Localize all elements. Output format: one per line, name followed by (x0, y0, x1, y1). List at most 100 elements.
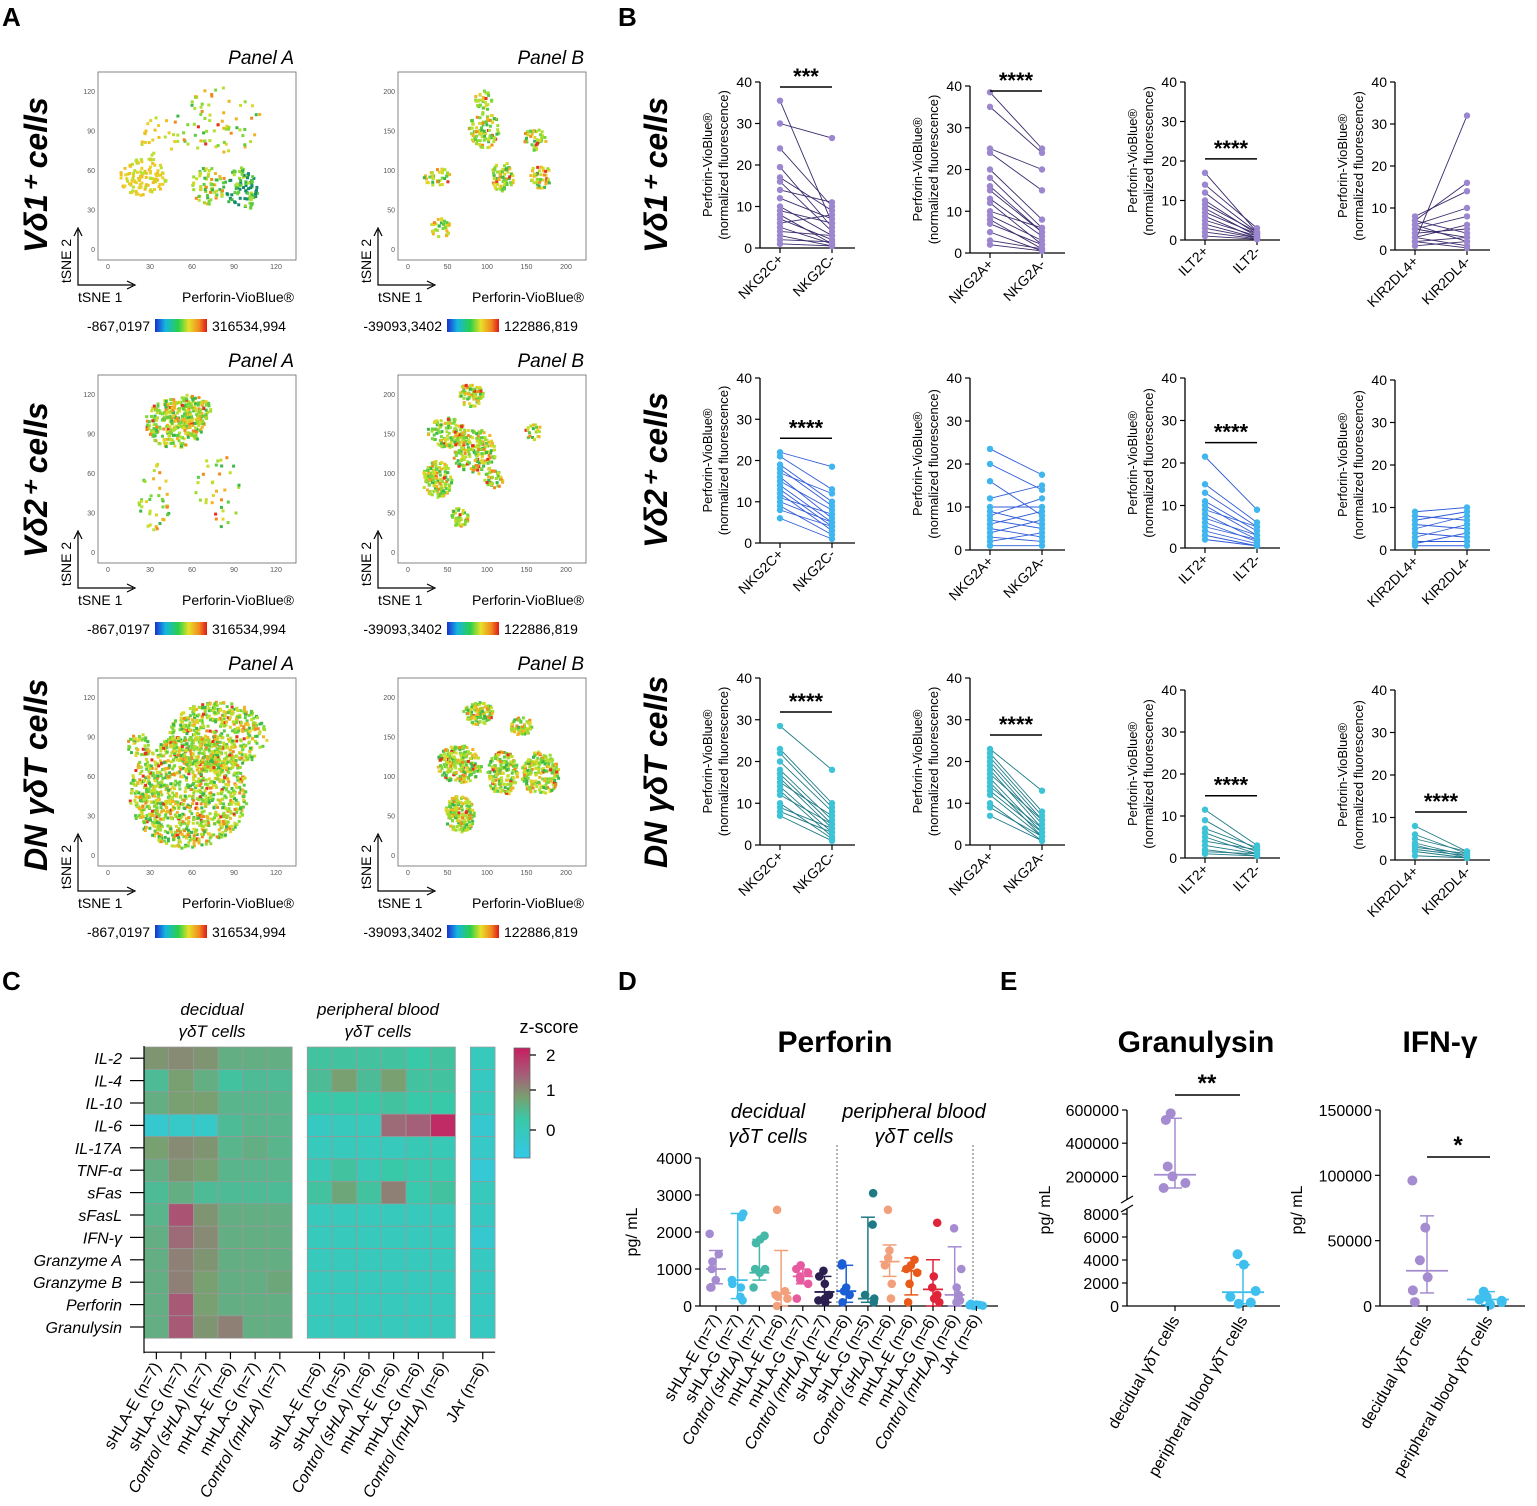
tsne-cell-dot (153, 427, 156, 430)
tsne-cell-dot (159, 188, 162, 191)
tsne-cell-dot (547, 781, 550, 784)
tsne-cell-dot (507, 753, 510, 756)
tsne-cell-dot (466, 712, 469, 715)
tsne-cell-dot (216, 751, 219, 754)
tsne-color-scale (447, 622, 499, 635)
tsne-cell-dot (450, 752, 453, 755)
tsne-cell-dot (486, 439, 489, 442)
tsne-cell-dot (232, 750, 235, 753)
tsne-cell-dot (461, 813, 464, 816)
tsne-cell-dot (235, 126, 238, 129)
tsne-cell-dot (224, 714, 227, 717)
tsne-cell-dot (458, 463, 461, 466)
tsne-cell-dot (154, 764, 157, 767)
tsne-cell-dot (171, 737, 174, 740)
y-tick-label: 20 (736, 157, 752, 173)
tsne-cell-dot (449, 765, 452, 768)
tsne-cell-dot (447, 813, 450, 816)
tsne-cell-dot (172, 723, 175, 726)
x-category-label: ILT2+ (1175, 551, 1211, 587)
tsne-y-tick: 150 (383, 432, 395, 439)
data-point (829, 490, 835, 496)
tsne-cell-dot (480, 126, 483, 129)
tsne-cell-dot (442, 227, 445, 230)
tsne-cell-dot (205, 713, 208, 716)
tsne-cell-dot (146, 805, 149, 808)
tsne-cell-dot (200, 833, 203, 836)
tsne-cell-dot (152, 752, 155, 755)
tsne-cell-dot (129, 164, 132, 167)
tsne-cell-dot (543, 779, 546, 782)
tsne-cell-dot (458, 425, 461, 428)
tsne-cell-dot (179, 724, 182, 727)
tsne-cell-dot (496, 183, 499, 186)
tsne-cell-dot (477, 390, 480, 393)
tsne-cell-dot (528, 787, 531, 790)
tsne-cell-dot (200, 188, 203, 191)
tsne-cell-dot (493, 183, 496, 186)
y-tick-label: 0 (1379, 542, 1387, 558)
tsne-cell-dot (159, 522, 162, 525)
tsne-cell-dot (195, 829, 198, 832)
tsne-cell-dot (506, 790, 509, 793)
tsne-cell-dot (440, 461, 443, 464)
tsne-cell-dot (440, 765, 443, 768)
tsne-cell-dot (443, 463, 446, 466)
tsne-cell-dot (452, 510, 455, 513)
tsne-cell-dot (200, 428, 203, 431)
y-tick-label: 0 (1379, 242, 1387, 258)
tsne-cell-dot (150, 415, 153, 418)
tsne-cell-dot (480, 132, 483, 135)
x-category-label: NKG2A- (1000, 553, 1048, 601)
tsne-cell-dot (458, 811, 461, 814)
tsne-cell-dot (435, 481, 438, 484)
tsne-cell-dot (222, 812, 225, 815)
tsne-cell-dot (135, 754, 138, 757)
tsne-cell-dot (149, 170, 152, 173)
tsne-cell-dot (213, 806, 216, 809)
tsne-cell-dot (547, 178, 550, 181)
row-title-vd1-b: Vδ1⁺ cells (638, 97, 674, 253)
tsne-y-tick: 150 (383, 735, 395, 742)
tsne-cell-dot (440, 423, 443, 426)
y-axis-label-line-2: (normalized fluorescence) (716, 687, 731, 837)
tsne-cell-dot (209, 408, 212, 411)
row-title-dn-b: DN γδT cells (638, 676, 674, 868)
tsne-cell-dot (465, 804, 468, 807)
tsne-cell-dot (143, 172, 146, 175)
tsne-cell-dot (192, 175, 195, 178)
tsne-cell-dot (165, 767, 168, 770)
tsne-cell-dot (533, 752, 536, 755)
tsne-cell-dot (468, 455, 471, 458)
tsne-cell-dot (512, 179, 515, 182)
tsne-cell-dot (254, 193, 257, 196)
tsne-cell-dot (443, 177, 446, 180)
tsne-cell-dot (151, 810, 154, 813)
tsne-cell-dot (210, 167, 213, 170)
tsne-cell-dot (240, 812, 243, 815)
tsne-cell-dot (469, 384, 472, 387)
tsne-cell-dot (137, 766, 140, 769)
y-axis-label-line-1: Perforin-VioBlue® (700, 709, 715, 813)
tsne-cell-dot (251, 180, 254, 183)
tsne-cell-dot (454, 767, 457, 770)
tsne-cell-dot (217, 820, 220, 823)
pair-line (1205, 216, 1257, 238)
tsne-marker-label: Perforin-VioBlue® (472, 289, 585, 305)
tsne-cell-dot (502, 751, 505, 754)
tsne-cell-dot (436, 229, 439, 232)
tsne-cell-dot (202, 473, 205, 476)
tsne-cell-dot (140, 816, 143, 819)
tsne-cell-dot (208, 119, 211, 122)
tsne-cell-dot (124, 173, 127, 176)
tsne-cell-dot (503, 756, 506, 759)
x-category-label: KIR2DL4- (1418, 253, 1473, 308)
data-point (1464, 180, 1470, 186)
tsne-cell-dot (481, 395, 484, 398)
tsne-cell-dot (213, 702, 216, 705)
tsne-cell-dot (189, 839, 192, 842)
tsne-cell-dot (151, 834, 154, 837)
tsne-cell-dot (236, 709, 239, 712)
tsne-cell-dot (227, 501, 230, 504)
tsne-cell-dot (140, 505, 143, 508)
